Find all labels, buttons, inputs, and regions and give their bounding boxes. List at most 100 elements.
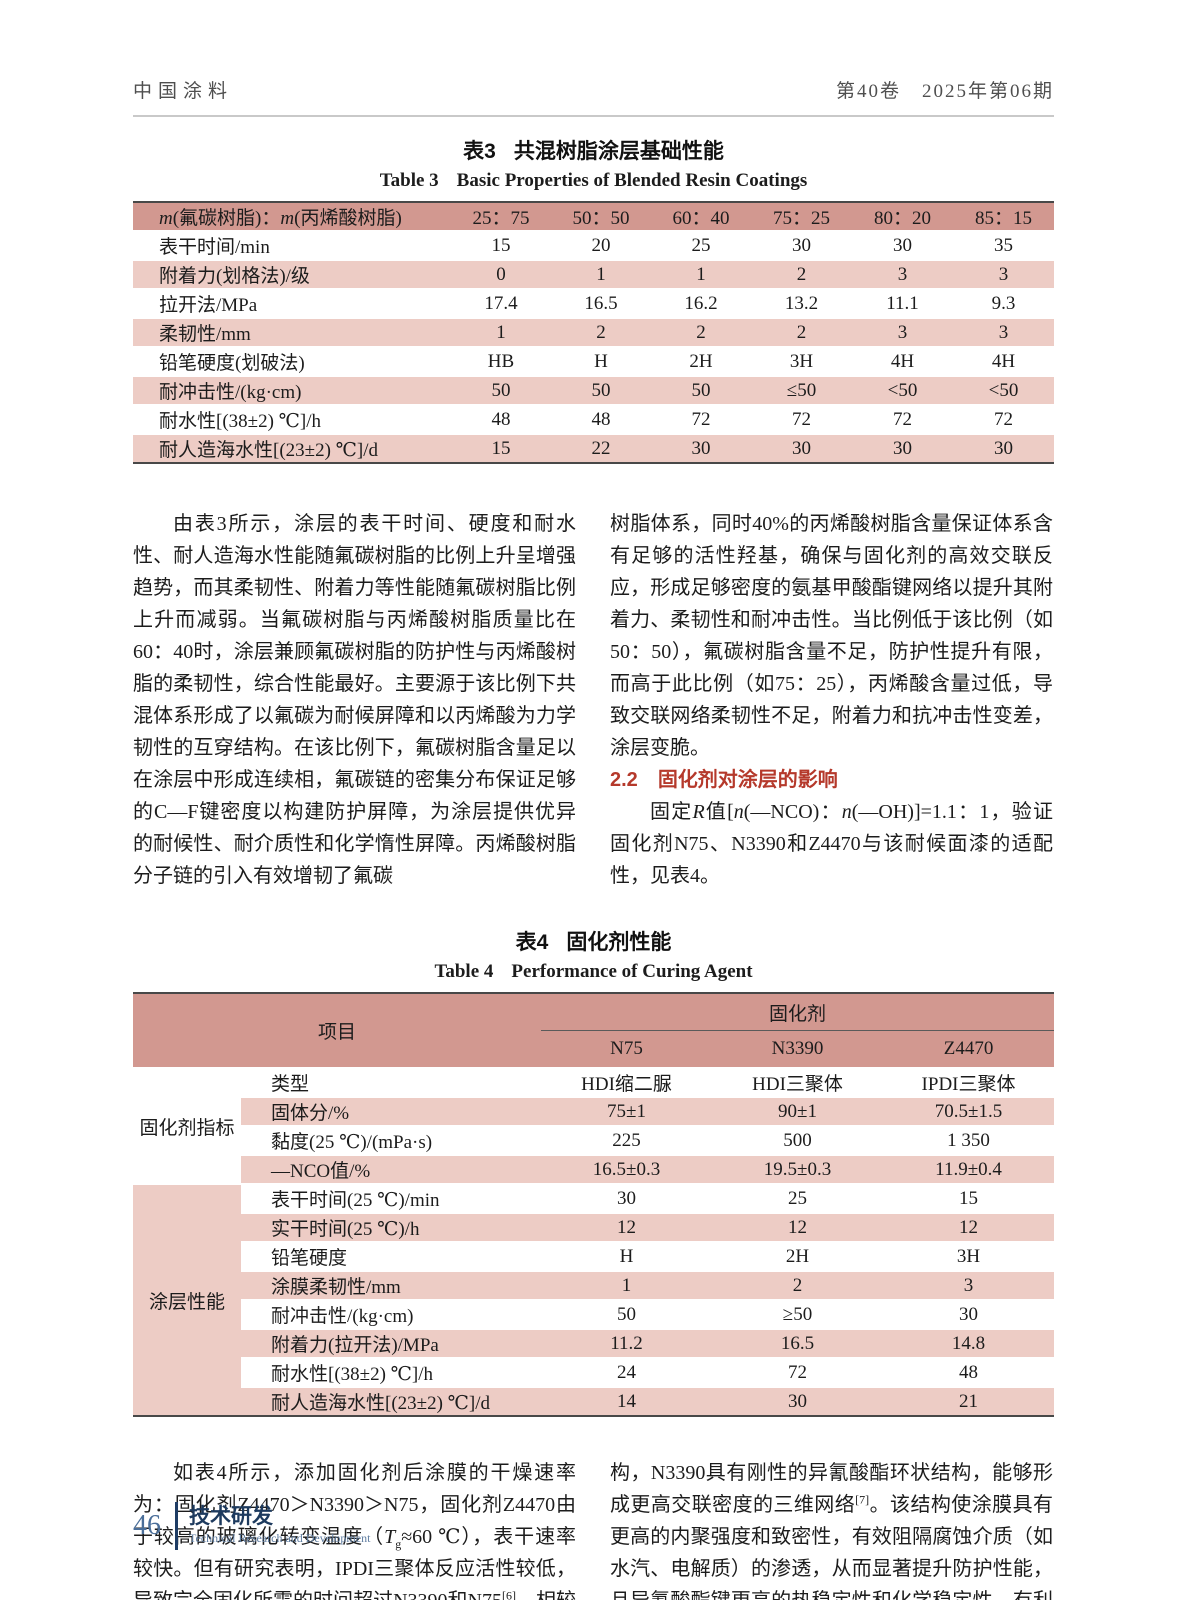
text-run: 值[ <box>704 801 734 823</box>
table4-header-row1: 项目 固化剂 <box>133 993 1055 1069</box>
cell-value: 1 <box>451 317 551 347</box>
page-number: 46 <box>133 1510 161 1541</box>
cell-value: 90±1 <box>712 1096 884 1126</box>
cell-value: 30 <box>852 230 953 260</box>
table-row: 涂膜柔韧性/mm 1 2 3 <box>133 1270 1055 1300</box>
table-row: 涂层性能 表干时间(25 ℃)/min 30 25 15 <box>133 1183 1055 1416</box>
table-row: 耐水性[(38±2) ℃]/h 48 48 72 72 72 72 <box>133 404 1054 434</box>
table3-number-en: Table 3 <box>379 170 439 191</box>
cell-value: 20 <box>551 230 651 260</box>
mass-symbol: m <box>280 208 295 229</box>
cell-value: 1 <box>541 1270 713 1300</box>
table-row: 附着力(拉开法)/MPa 11.2 16.5 14.8 <box>133 1328 1055 1358</box>
agent-col-header: Z4470 <box>883 1030 1055 1069</box>
mass-symbol: m <box>159 208 173 229</box>
cell-value: 12 <box>712 1212 884 1242</box>
subscript-g: g <box>395 1537 402 1551</box>
cell-value: 16.5±0.3 <box>541 1154 713 1184</box>
ratio-header-text: (氟碳树脂)： <box>172 208 281 229</box>
table3-header-row: m(氟碳树脂)：m(丙烯酸树脂) 25：75 50：50 60：40 75：25… <box>133 202 1054 232</box>
row-label: 耐水性[(38±2) ℃]/h <box>241 1357 542 1387</box>
variable-R: R <box>692 801 705 823</box>
table3-ratio-header: m(氟碳树脂)：m(丙烯酸树脂) <box>133 202 451 232</box>
cell-value: 30 <box>712 1386 884 1416</box>
cell-value: 50 <box>651 375 751 405</box>
cell-value: 50 <box>551 375 651 405</box>
row-label: 耐人造海水性[(23±2) ℃]/d <box>133 433 451 463</box>
cell-value: 30 <box>751 230 852 260</box>
paragraph: 由表3所示，涂层的表干时间、硬度和耐水性、耐人造海水性能随氟碳树脂的比例上升呈增… <box>133 513 576 887</box>
row-label: 耐人造海水性[(23±2) ℃]/d <box>241 1386 542 1416</box>
row-label: 实干时间(25 ℃)/h <box>241 1212 542 1242</box>
table4-title-en: Table 4 Performance of Curing Agent <box>133 961 1054 983</box>
cell-value: ≥50 <box>712 1299 884 1329</box>
cell-value: 2 <box>712 1270 884 1300</box>
table-row: 柔韧性/mm 1 2 2 2 3 3 <box>133 317 1054 347</box>
table4-header-curing-agent: 固化剂 <box>541 993 1055 1031</box>
table-row: 耐人造海水性[(23±2) ℃]/d 14 30 21 <box>133 1386 1055 1416</box>
cell-value: 4H <box>953 346 1054 376</box>
row-label: 拉开法/MPa <box>133 288 451 318</box>
cell-value: 3H <box>751 346 852 376</box>
row-label: 耐水性[(38±2) ℃]/h <box>133 404 451 434</box>
cell-value: 9.3 <box>953 288 1054 318</box>
ratio-col-header: 60：40 <box>651 202 751 232</box>
table-row: 铅笔硬度 H 2H 3H <box>133 1241 1055 1271</box>
table4-number-cn: 表4 <box>515 931 549 954</box>
cell-value: 35 <box>953 230 1054 260</box>
table3-title-en: Table 3 Basic Properties of Blended Resin… <box>133 170 1054 192</box>
cell-value: 50 <box>541 1299 713 1329</box>
issue-info: 第40卷 2025年第06期 <box>835 81 1054 102</box>
body-text-columns-bottom: 如表4所示，添加固化剂后涂膜的干燥速率为：固化剂Z4470＞N3390＞N75，… <box>133 1457 1054 1600</box>
table-row: 耐人造海水性[(23±2) ℃]/d 15 22 30 30 30 30 <box>133 433 1054 463</box>
cell-value: 30 <box>751 433 852 463</box>
row-label: 柔韧性/mm <box>133 317 451 347</box>
table-row: 耐冲击性/(kg·cm) 50 50 50 ≤50 <50 <50 <box>133 375 1054 405</box>
cell-value: 17.4 <box>451 288 551 318</box>
row-label: 附着力(拉开法)/MPa <box>241 1328 542 1358</box>
text-run: 如表4所示，添加固化剂后涂膜的干燥速率为：固化剂Z4470＞N3390＞N75，… <box>133 1462 576 1548</box>
cell-value: 72 <box>712 1357 884 1387</box>
cell-value: 15 <box>451 433 551 463</box>
table-row: 铅笔硬度(划破法) HB H 2H 3H 4H 4H <box>133 346 1054 376</box>
cell-value: <50 <box>852 375 953 405</box>
row-label: 表干时间(25 ℃)/min <box>241 1183 542 1213</box>
cell-value: 22 <box>551 433 651 463</box>
cell-value: 1 <box>651 259 751 289</box>
cell-value: 16.2 <box>651 288 751 318</box>
table4-header-row2: N75 N3390 Z4470 <box>133 1030 1055 1069</box>
section-number: 2.2 <box>610 769 638 791</box>
cell-value: 72 <box>852 404 953 434</box>
table3-number-cn: 表3 <box>463 140 496 163</box>
row-label: 表干时间/min <box>133 230 451 260</box>
footer-section: 技术研发 Technical Research and Development <box>189 1505 370 1547</box>
cell-value: 3 <box>953 259 1054 289</box>
cell-value: 14 <box>541 1386 713 1416</box>
cell-value: 70.5±1.5 <box>883 1096 1055 1126</box>
cell-value: 30 <box>651 433 751 463</box>
row-label: 铅笔硬度 <box>241 1241 542 1271</box>
cell-value: 2H <box>651 346 751 376</box>
cell-value: 11.1 <box>852 288 953 318</box>
row-label: 耐冲击性/(kg·cm) <box>133 375 451 405</box>
text-run: (—NCO)： <box>743 801 842 823</box>
cell-value: 225 <box>541 1125 713 1155</box>
cell-value: 30 <box>883 1299 1055 1329</box>
cell-value: IPDI三聚体 <box>883 1067 1055 1097</box>
table-row: 耐冲击性/(kg·cm) 50 ≥50 30 <box>133 1299 1055 1329</box>
reference-6: [6] <box>501 1588 516 1600</box>
table3-title-text-cn: 共混树脂涂层基础性能 <box>513 140 724 163</box>
cell-value: HDI缩二脲 <box>541 1067 713 1097</box>
row-label: 黏度(25 ℃)/(mPa·s) <box>241 1125 542 1155</box>
table-row: 实干时间(25 ℃)/h 12 12 12 <box>133 1212 1055 1242</box>
ratio-col-header: 25：75 <box>451 202 551 232</box>
agent-col-header: N75 <box>541 1030 713 1069</box>
table-row: 附着力(划格法)/级 0 1 1 2 3 3 <box>133 259 1054 289</box>
text-run: 构，N3390具有刚性的异氰酸酯环状结构，能够形成更高交联密度的三维网络 <box>610 1462 1053 1516</box>
cell-value: 15 <box>883 1183 1055 1213</box>
cell-value: 24 <box>541 1357 713 1387</box>
cell-value: 48 <box>551 404 651 434</box>
reference-7: [7] <box>855 1492 870 1507</box>
table3: m(氟碳树脂)：m(丙烯酸树脂) 25：75 50：50 60：40 75：25… <box>133 201 1054 464</box>
ratio-col-header: 80：20 <box>852 202 953 232</box>
